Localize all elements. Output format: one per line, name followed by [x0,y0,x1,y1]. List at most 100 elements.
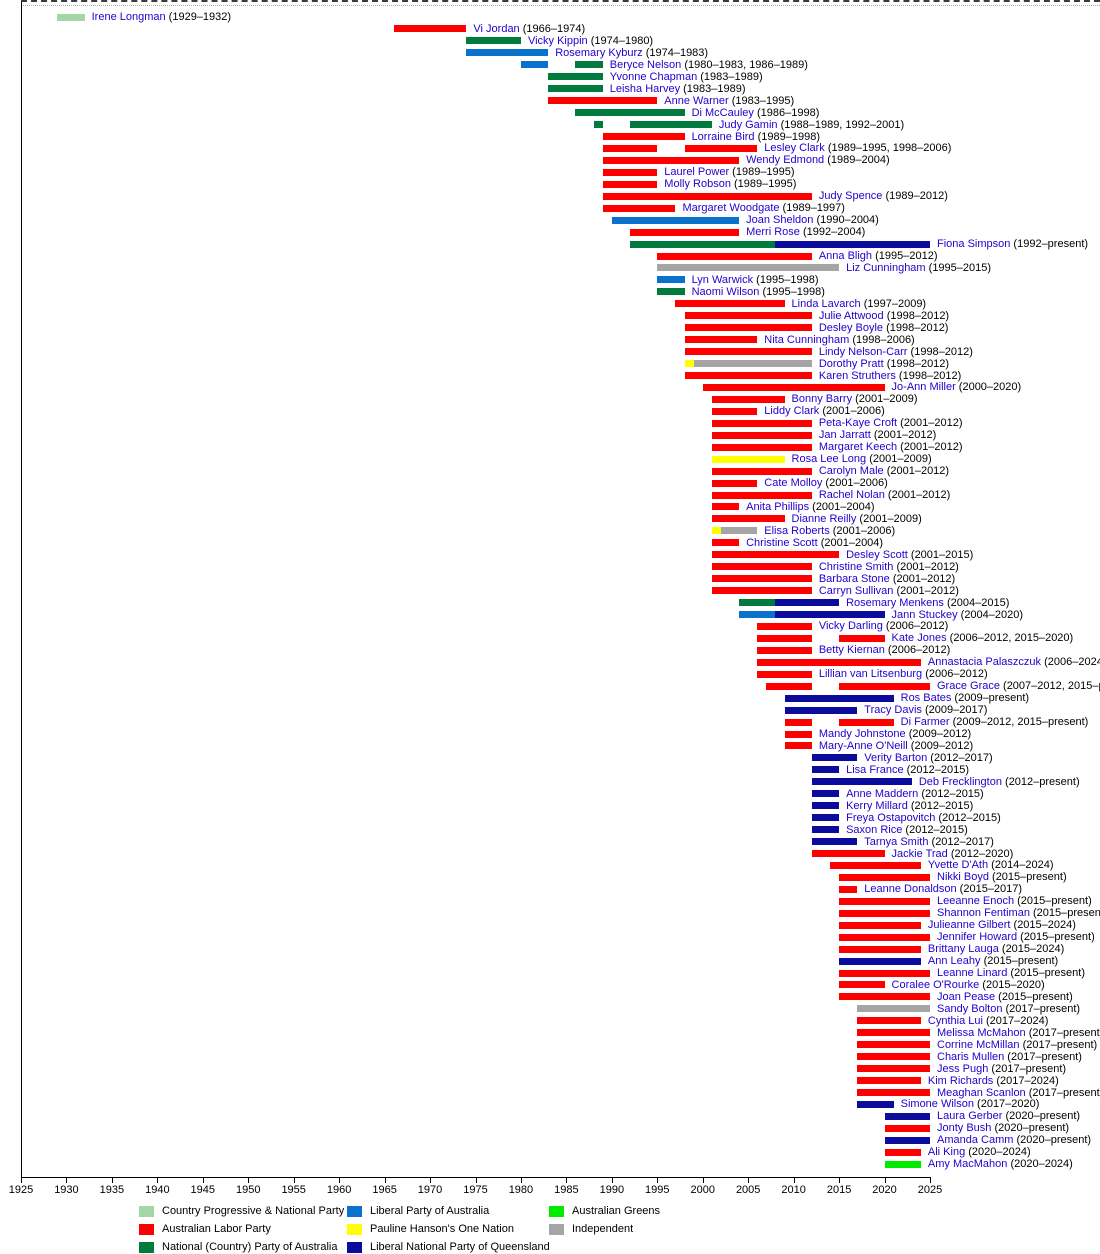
member-name-link[interactable]: Desley Boyle [818,321,884,334]
member-name-link[interactable]: Kerry Millard [846,799,908,812]
member-name-link[interactable]: Ann Leahy [927,955,981,968]
member-name-link[interactable]: Merri Rose [746,226,800,239]
member-name-link[interactable]: Anne Maddern [846,787,919,800]
member-name-link[interactable]: Lorraine Bird [691,130,755,143]
member-name-link[interactable]: Kim Richards [927,1074,994,1087]
member-name-link[interactable]: Linda Lavarch [791,297,861,310]
member-name-link[interactable]: Margaret Keech [818,441,898,454]
member-name-link[interactable]: Jess Pugh [937,1062,989,1075]
member-name-link[interactable]: Christine Scott [746,536,818,549]
member-name-link[interactable]: Naomi Wilson [691,285,760,298]
member-name-link[interactable]: Rosemary Kyburz [555,46,643,59]
member-name-link[interactable]: Lindy Nelson-Carr [818,345,908,358]
member-name-link[interactable]: Lisa France [846,763,904,776]
member-name-link[interactable]: Jennifer Howard [937,931,1018,944]
member-name-link[interactable]: Annastacia Palaszczuk [927,656,1042,669]
member-name-link[interactable]: Amanda Camm [937,1134,1014,1147]
member-name-link[interactable]: Wendy Edmond [746,154,825,167]
member-name-link[interactable]: Vicky Kippin [527,34,588,47]
member-name-link[interactable]: Saxon Rice [846,823,903,836]
member-name-link[interactable]: Lesley Clark [764,142,825,155]
member-name-link[interactable]: Nita Cunningham [764,333,850,346]
axis-tick [702,1177,704,1183]
member-name-link[interactable]: Jo-Ann Miller [891,381,956,394]
member-label: Grace Grace (2007–2012, 2015–present) [937,680,1100,692]
member-name-link[interactable]: Karen Struthers [818,369,896,382]
member-name-link[interactable]: Rachel Nolan [818,489,885,501]
member-name-link[interactable]: Leanne Linard [937,967,1008,979]
member-name-link[interactable]: Shannon Fentiman [937,907,1030,920]
member-name-link[interactable]: Christine Smith [818,560,894,573]
member-name-link[interactable]: Margaret Woodgate [682,202,780,215]
member-name-link[interactable]: Kate Jones [891,632,947,645]
member-name-link[interactable]: Judy Gamin [718,118,778,131]
member-name-link[interactable]: Leisha Harvey [609,82,681,95]
member-name-link[interactable]: Lillian van Litsenburg [818,668,923,681]
member-name-link[interactable]: Lyn Warwick [691,273,754,286]
member-name-link[interactable]: Julie Attwood [818,309,884,322]
member-name-link[interactable]: Bonny Barry [791,393,853,406]
member-name-link[interactable]: Leeanne Enoch [937,895,1015,908]
member-name-link[interactable]: Di Farmer [900,716,950,729]
member-name-link[interactable]: Deb Frecklington [918,775,1002,788]
member-name-link[interactable]: Charis Mullen [937,1050,1005,1063]
member-name-link[interactable]: Anita Phillips [746,500,810,513]
member-name-link[interactable]: Meaghan Scanlon [937,1086,1026,1099]
member-name-link[interactable]: Corrine McMillan [937,1038,1020,1051]
member-name-link[interactable]: Jan Jarratt [818,429,871,442]
member-name-link[interactable]: Peta-Kaye Croft [818,417,898,430]
member-name-link[interactable]: Carryn Sullivan [818,584,894,597]
member-name-link[interactable]: Simone Wilson [900,1098,974,1111]
member-name-link[interactable]: Verity Barton [864,751,928,764]
member-name-link[interactable]: Rosemary Menkens [846,596,944,609]
member-name-link[interactable]: Desley Scott [846,548,908,561]
member-name-link[interactable]: Freya Ostapovitch [846,811,936,824]
member-name-link[interactable]: Grace Grace [937,680,1000,693]
member-name-link[interactable]: Cynthia Lui [927,1014,983,1027]
member-name-link[interactable]: Sandy Bolton [937,1002,1003,1015]
member-name-link[interactable]: Di McCauley [691,106,754,119]
member-name-link[interactable]: Mary-Anne O'Neill [818,739,908,752]
member-name-link[interactable]: Vi Jordan [473,22,520,35]
member-name-link[interactable]: Brittany Lauga [927,943,999,956]
member-name-link[interactable]: Yvette D'Ath [927,859,989,872]
member-name-link[interactable]: Liz Cunningham [846,261,926,274]
member-name-link[interactable]: Vicky Darling [818,620,883,633]
member-name-link[interactable]: Tracy Davis [864,704,922,717]
member-name-link[interactable]: Tarnya Smith [864,835,929,848]
member-years: (2017–present) [1004,1050,1082,1063]
member-name-link[interactable]: Jann Stuckey [891,608,958,621]
member-name-link[interactable]: Elisa Roberts [764,524,830,537]
member-name-link[interactable]: Dorothy Pratt [818,357,884,370]
member-name-link[interactable]: Coralee O'Rourke [891,978,980,991]
member-name-link[interactable]: Laura Gerber [937,1110,1003,1123]
member-name-link[interactable]: Judy Spence [818,190,883,203]
member-name-link[interactable]: Beryce Nelson [609,58,682,71]
member-name-link[interactable]: Ros Bates [900,692,952,705]
member-name-link[interactable]: Anne Warner [664,94,729,107]
member-name-link[interactable]: Joan Sheldon [746,214,814,227]
member-name-link[interactable]: Betty Kiernan [818,644,885,657]
member-name-link[interactable]: Julieanne Gilbert [927,919,1011,932]
member-name-link[interactable]: Irene Longman [91,11,166,23]
member-name-link[interactable]: Amy MacMahon [927,1158,1008,1171]
member-name-link[interactable]: Jonty Bush [937,1122,992,1135]
member-name-link[interactable]: Fiona Simpson [937,238,1011,251]
member-name-link[interactable]: Rosa Lee Long [791,453,867,466]
member-name-link[interactable]: Molly Robson [664,178,731,191]
member-name-link[interactable]: Cate Molloy [764,477,823,490]
member-name-link[interactable]: Barbara Stone [818,572,890,585]
member-name-link[interactable]: Joan Pease [937,990,996,1003]
member-name-link[interactable]: Laurel Power [664,166,730,179]
member-name-link[interactable]: Yvonne Chapman [609,70,698,83]
member-name-link[interactable]: Leanne Donaldson [864,883,957,896]
member-name-link[interactable]: Mandy Johnstone [818,728,906,740]
member-name-link[interactable]: Liddy Clark [764,405,820,418]
member-name-link[interactable]: Nikki Boyd [937,871,989,884]
member-name-link[interactable]: Anna Bligh [818,250,873,262]
member-name-link[interactable]: Ali King [927,1146,966,1159]
member-name-link[interactable]: Dianne Reilly [791,512,857,525]
member-name-link[interactable]: Carolyn Male [818,465,884,478]
member-name-link[interactable]: Melissa McMahon [937,1026,1026,1039]
member-name-link[interactable]: Jackie Trad [891,847,948,860]
